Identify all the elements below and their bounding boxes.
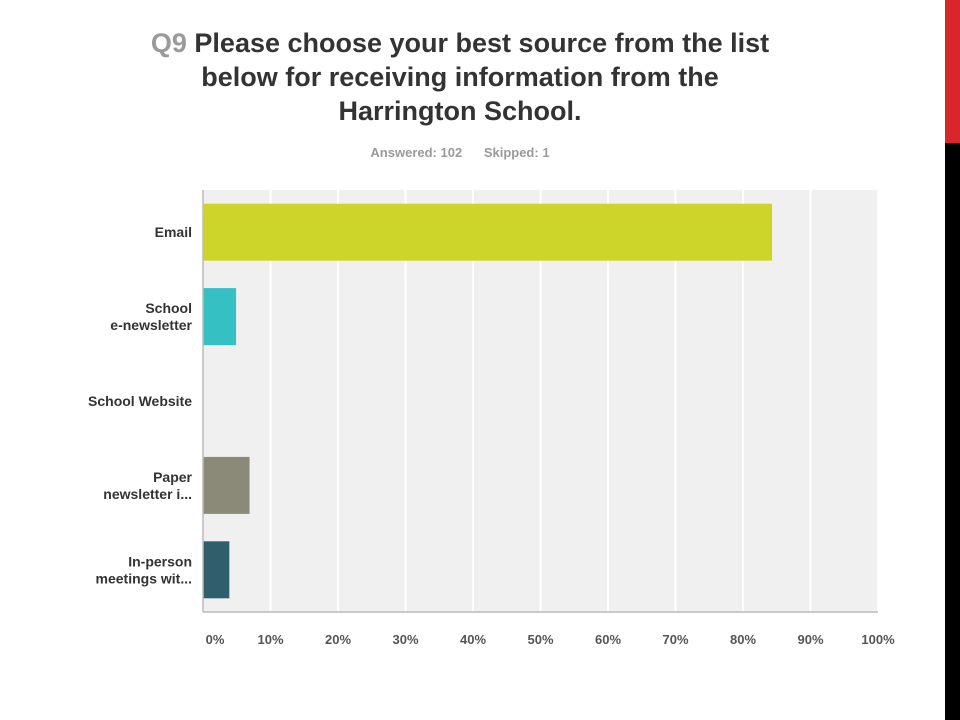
x-tick-label: 80% [730, 632, 756, 647]
x-tick-label: 0% [206, 632, 225, 647]
x-tick-label: 100% [861, 632, 895, 647]
question-number: Q9 [150, 28, 187, 58]
x-tick-label: 60% [595, 632, 621, 647]
category-label: School Website [88, 393, 192, 409]
category-label: School [145, 300, 192, 316]
bar [203, 203, 773, 261]
question-text: Please choose your best source from the … [194, 28, 770, 126]
skipped-count: Skipped: 1 [483, 145, 550, 160]
response-summary: Answered: 102 Skipped: 1 [130, 145, 790, 160]
category-label: Paper [153, 469, 192, 485]
bar [203, 541, 230, 599]
slide-accent-bar [945, 0, 960, 143]
bar [203, 288, 237, 346]
bars [203, 203, 773, 599]
x-tick-label: 40% [460, 632, 486, 647]
x-tick-label: 90% [797, 632, 823, 647]
x-tick-label: 50% [527, 632, 553, 647]
category-label: meetings wit... [96, 570, 192, 586]
category-label: In-person [128, 553, 192, 569]
axes [202, 190, 878, 613]
bar [203, 456, 250, 514]
category-label: newsletter i... [103, 486, 192, 502]
category-label: Email [155, 224, 192, 240]
x-tick-label: 30% [392, 632, 418, 647]
x-tick-label: 20% [325, 632, 351, 647]
x-tick-labels: 0% 10% 20% 30% 40% 50% 60% 70% 80% 90% 100% [206, 632, 895, 647]
x-tick-label: 70% [662, 632, 688, 647]
x-tick-label: 10% [257, 632, 283, 647]
answered-count: Answered: 102 [370, 145, 463, 160]
chart-title: Q9 Please choose your best source from t… [130, 26, 790, 128]
category-label: e-newsletter [110, 317, 192, 333]
slide-side-bar [945, 0, 960, 720]
